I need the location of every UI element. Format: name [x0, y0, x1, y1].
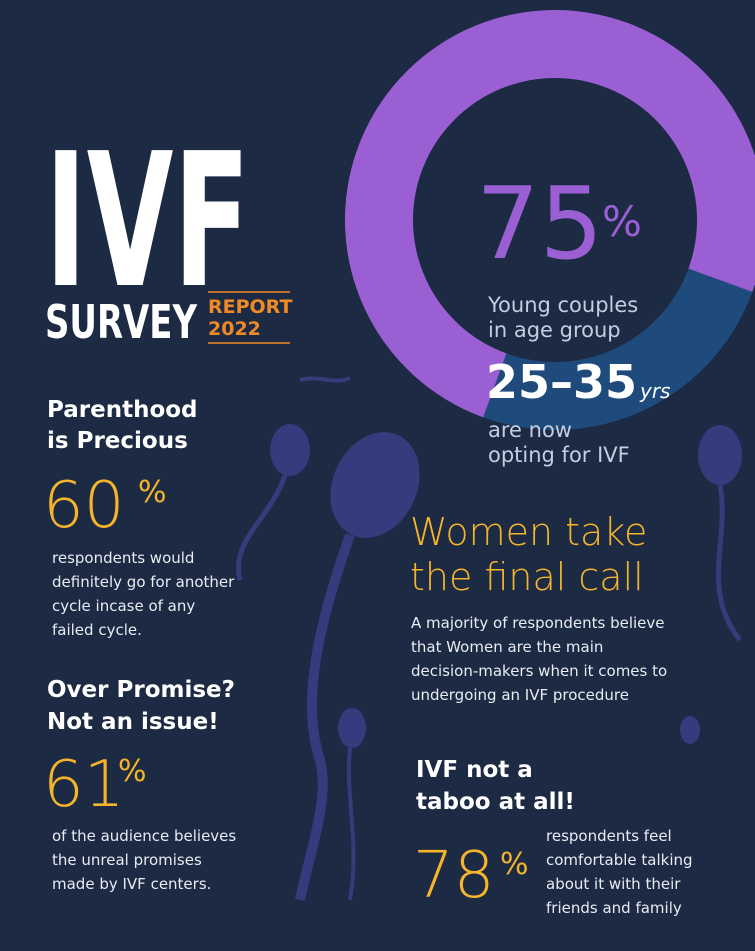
stat-unit: % — [500, 847, 529, 882]
section-text: A majority of respondents believe — [411, 614, 665, 632]
stat-value: 78 — [413, 839, 494, 913]
stat-unit: % — [138, 475, 167, 510]
section-text: cycle incase of any — [52, 597, 195, 615]
age-range: 25–35 — [486, 355, 637, 409]
section-text: definitely go for another — [52, 573, 235, 591]
stat-value: 60 — [43, 469, 124, 543]
highlight-value: 75 — [476, 165, 603, 282]
highlight-unit: % — [602, 197, 642, 246]
section-title: Not an issue! — [47, 709, 219, 735]
section-title: Parenthood — [47, 397, 198, 423]
section-text: undergoing an IVF procedure — [411, 686, 629, 704]
section-text: respondents would — [52, 549, 194, 567]
section-text: about it with their — [546, 875, 681, 893]
section-text: that Women are the main — [411, 638, 603, 656]
section-text: the unreal promises — [52, 851, 202, 869]
section-text: made by IVF centers. — [52, 875, 211, 893]
infographic: IVF SURVEY REPORT 2022 75 % Young couple… — [0, 0, 755, 951]
section-title: the final call — [410, 555, 644, 599]
section-text: decision-makers when it comes to — [411, 662, 667, 680]
highlight-tail: are now — [488, 418, 572, 442]
year: 2022 — [208, 318, 261, 340]
section-title: Women take — [410, 510, 647, 554]
section-title: IVF not a — [416, 757, 533, 783]
section-title: taboo at all! — [416, 789, 575, 815]
section-title: Over Promise? — [47, 677, 235, 703]
section-text: comfortable talking — [546, 851, 693, 869]
report-label: REPORT — [208, 296, 292, 318]
section-title: is Precious — [47, 428, 188, 454]
highlight-line: in age group — [488, 318, 621, 342]
subtitle: SURVEY — [45, 295, 197, 349]
section-text: respondents feel — [546, 827, 672, 845]
stat-unit: % — [118, 754, 147, 789]
highlight-line: Young couples — [487, 293, 638, 317]
stat-value: 61 — [43, 748, 124, 822]
age-unit: yrs — [639, 379, 670, 403]
highlight-tail: opting for IVF — [488, 443, 630, 467]
section-text: of the audience believes — [52, 827, 236, 845]
section-text: failed cycle. — [52, 621, 142, 639]
section-text: friends and family — [546, 899, 682, 917]
